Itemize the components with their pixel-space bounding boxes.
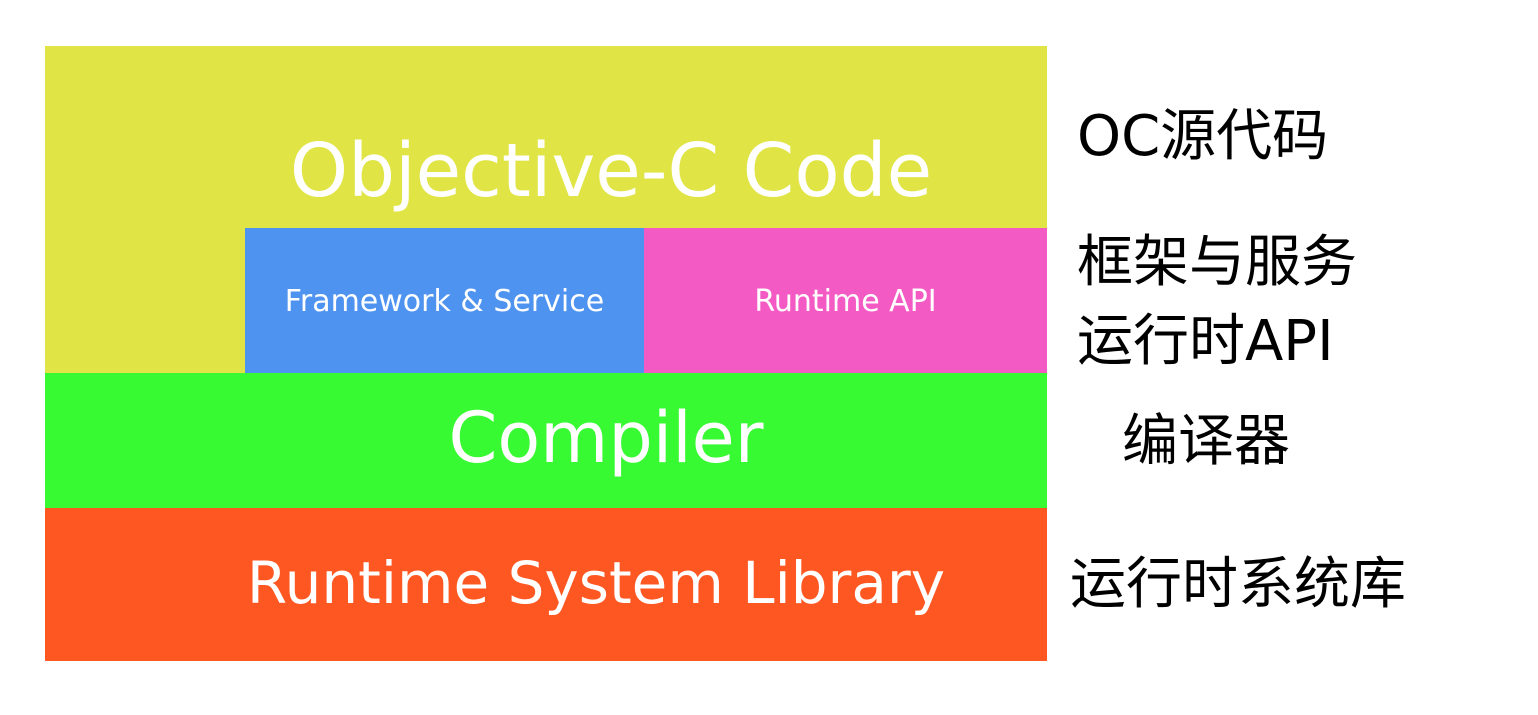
objective-c-code-label: Objective-C Code bbox=[289, 128, 933, 214]
annotation-framework-service: 框架与服务 bbox=[1077, 230, 1357, 295]
annotation-runtime-system-library: 运行时系统库 bbox=[1070, 552, 1406, 617]
framework-service-label: Framework & Service bbox=[284, 284, 605, 319]
annotation-runtime-api: 运行时API bbox=[1077, 309, 1334, 374]
annotation-compiler: 编译器 bbox=[1122, 409, 1290, 474]
compiler-layer: Compiler bbox=[45, 373, 1047, 508]
runtime-system-library-label: Runtime System Library bbox=[246, 549, 946, 617]
runtime-api-label: Runtime API bbox=[754, 284, 937, 319]
runtime-api-layer: Runtime API bbox=[644, 228, 1047, 373]
framework-service-layer: Framework & Service bbox=[245, 228, 644, 373]
runtime-system-library-layer: Runtime System Library bbox=[45, 508, 1047, 661]
compiler-label: Compiler bbox=[448, 397, 764, 479]
annotation-oc-source: OC源代码 bbox=[1077, 104, 1329, 169]
